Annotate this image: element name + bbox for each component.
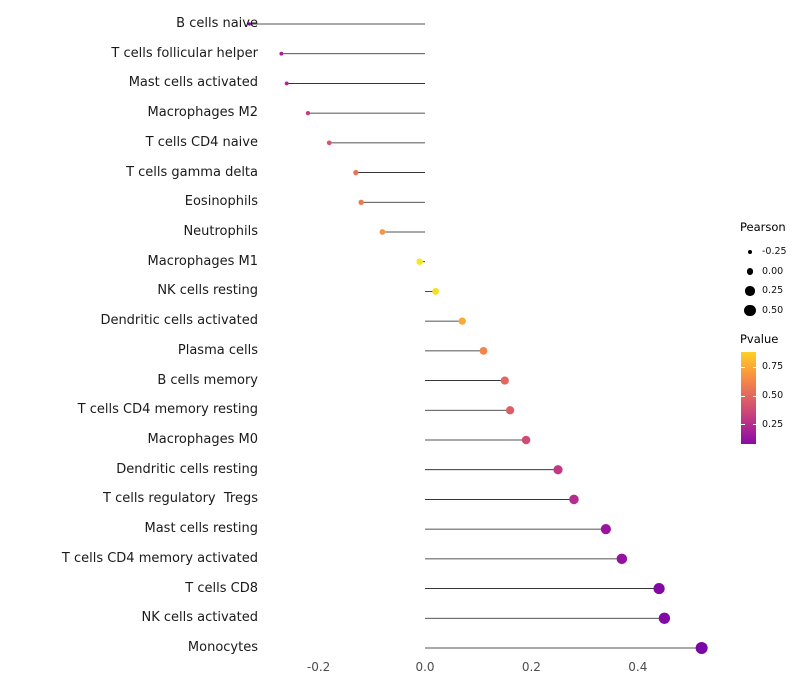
lollipop-point — [305, 110, 311, 116]
y-axis-label: NK cells resting — [157, 283, 258, 299]
y-axis-label: Monocytes — [187, 639, 258, 655]
size-legend-label: 0.25 — [762, 285, 784, 296]
lollipop-point — [247, 22, 252, 26]
y-axis-label: Plasma cells — [177, 342, 258, 358]
size-legend-label: 0.50 — [762, 304, 784, 316]
lollipop-point — [479, 346, 488, 355]
y-axis-label: T cells CD4 memory activated — [61, 550, 258, 566]
lollipop-point — [658, 612, 671, 624]
pvalue-tick-mark — [752, 424, 756, 426]
y-axis-label: Macrophages M2 — [147, 105, 258, 121]
pvalue-colorbar — [741, 352, 756, 444]
y-axis-label: Macrophages M1 — [147, 253, 258, 269]
pvalue-tick-mark — [741, 395, 745, 397]
lollipop-point — [432, 288, 440, 295]
lollipop-point — [326, 140, 332, 146]
lollipop-point — [416, 258, 423, 265]
lollipop-point — [379, 229, 386, 235]
y-axis-label: Dendritic cells activated — [100, 313, 258, 329]
pvalue-tick-label: 0.50 — [762, 390, 784, 402]
y-axis-label: B cells naive — [176, 16, 258, 31]
x-axis-tick-label: 0.0 — [415, 660, 435, 674]
y-axis-label: T cells CD8 — [185, 580, 258, 596]
pvalue-tick-label: 0.75 — [762, 361, 784, 373]
y-axis-label: T cells gamma delta — [126, 164, 258, 180]
x-axis-tick-label: 0.2 — [521, 660, 541, 674]
y-axis-label: T cells regulatory Tregs — [103, 491, 258, 507]
lollipop-point — [569, 494, 579, 505]
lollipop-point — [358, 199, 364, 205]
pvalue-tick-mark — [741, 366, 745, 368]
x-axis-tick-label: 0.4 — [628, 660, 648, 674]
lollipop-point — [553, 465, 563, 475]
size-legend-dot — [746, 268, 754, 275]
size-legend-label: 0.00 — [762, 265, 784, 277]
lollipop-point — [653, 582, 665, 595]
lollipop-point — [458, 317, 466, 325]
size-legend-label: -0.25 — [762, 246, 787, 257]
size-legend-title: Pearson — [740, 220, 786, 234]
size-legend-dot — [744, 304, 756, 317]
lollipop-point — [616, 553, 628, 565]
pvalue-tick-mark — [752, 366, 756, 368]
y-axis-label: Neutrophils — [183, 223, 258, 239]
lollipop-point — [521, 435, 531, 445]
y-axis-label: Mast cells activated — [128, 75, 258, 91]
y-axis-label: Dendritic cells resting — [116, 461, 258, 477]
y-axis-label: T cells CD4 memory resting — [77, 402, 258, 418]
size-legend-dot — [747, 249, 752, 254]
x-axis-tick-label: -0.2 — [306, 660, 331, 674]
color-legend-title: Pvalue — [740, 332, 779, 346]
size-legend-dot — [745, 286, 755, 296]
y-axis-label: Eosinophils — [184, 194, 258, 210]
lollipop-point — [695, 641, 708, 655]
y-axis-label: T cells follicular helper — [111, 45, 258, 61]
lollipop-point — [600, 524, 611, 535]
pvalue-tick-mark — [741, 424, 745, 426]
pvalue-tick-label: 0.25 — [762, 418, 784, 430]
lollipop-point — [500, 376, 509, 385]
y-axis-label: B cells memory — [157, 372, 258, 388]
y-axis-label: Mast cells resting — [144, 521, 259, 537]
lollipop-point — [284, 81, 289, 86]
y-axis-label: T cells CD4 naive — [145, 134, 258, 150]
lollipop-point — [353, 169, 359, 176]
lollipop-point — [505, 406, 515, 415]
y-axis-label: NK cells activated — [141, 610, 259, 626]
y-axis-label: Macrophages M0 — [147, 431, 258, 447]
pvalue-tick-mark — [752, 395, 756, 397]
lollipop-point — [279, 51, 284, 56]
